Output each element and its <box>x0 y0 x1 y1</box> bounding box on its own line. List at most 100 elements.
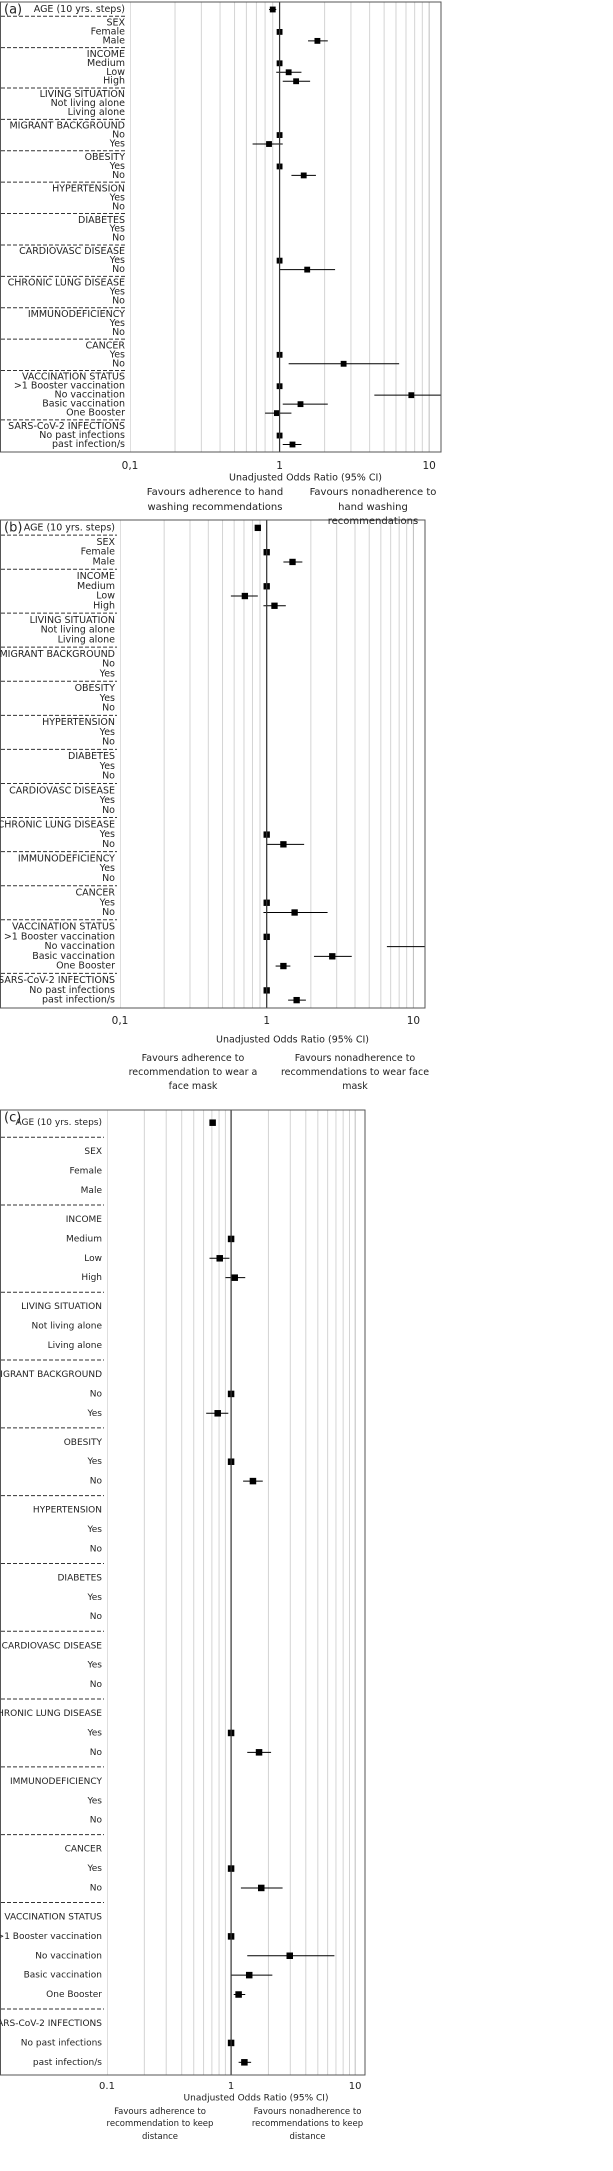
category-label: Living alone <box>48 1341 103 1351</box>
category-label: Not living alone <box>41 625 116 636</box>
category-label: No vaccination <box>54 390 125 401</box>
category-label: Yes <box>99 863 115 874</box>
category-label: Female <box>81 547 116 558</box>
category-label: Yes <box>109 192 125 203</box>
odds-ratio-marker <box>271 602 278 609</box>
category-label: One Booster <box>56 961 115 972</box>
category-label: Not living alone <box>32 1322 103 1332</box>
category-label: No <box>102 703 115 714</box>
odds-ratio-marker <box>245 1971 253 1979</box>
group-label: INCOME <box>66 1215 103 1225</box>
odds-ratio-marker <box>408 392 415 399</box>
odds-ratio-marker <box>280 841 287 848</box>
note-right: Favours nonadherence to hand washing rec… <box>309 487 437 527</box>
odds-ratio-marker <box>289 558 296 566</box>
x-tick-label: 0,1 <box>122 460 139 472</box>
group-label: OBESITY <box>85 152 126 163</box>
group-label: SEX <box>106 17 125 28</box>
odds-ratio-marker <box>280 962 287 970</box>
category-label: No <box>90 1477 103 1487</box>
category-label: Yes <box>86 1457 102 1467</box>
group-label: IMMUNODEFICIENCY <box>18 853 115 864</box>
category-label: One Booster <box>66 408 125 419</box>
group-label: CHRONIC LUNG DISEASE <box>8 278 125 289</box>
plot-area <box>107 1110 356 2075</box>
odds-ratio-marker <box>297 401 304 408</box>
category-label: High <box>103 76 125 87</box>
category-label: No <box>90 1748 103 1758</box>
group-label: AGE (10 yrs. steps) <box>34 4 125 15</box>
category-label: No <box>102 839 115 850</box>
odds-ratio-marker <box>291 909 298 916</box>
category-label: No past infections <box>29 985 115 996</box>
note-right: Favours nonadherence to recommendations … <box>280 1053 430 1092</box>
category-label: No vaccination <box>35 1951 102 1961</box>
x-tick-label: 10 <box>349 2081 362 2092</box>
category-label: Low <box>106 67 125 78</box>
category-label: No <box>102 805 115 816</box>
note-left: Favours adherence to hand washing recomm… <box>146 487 284 513</box>
category-label: High <box>93 600 115 611</box>
category-label: Yes <box>99 693 115 704</box>
group-label: CANCER <box>86 340 126 351</box>
category-label: Low <box>96 591 115 602</box>
x-tick-label: 10 <box>422 460 435 472</box>
category-label: No <box>90 1883 103 1893</box>
panel-label: (a) <box>4 3 22 18</box>
group-label: OBESITY <box>75 683 116 694</box>
x-tick-label: 0.1 <box>99 2081 115 2092</box>
odds-ratio-marker <box>216 1255 223 1262</box>
category-label: No <box>90 1612 103 1622</box>
x-tick-label: 10 <box>407 1015 420 1027</box>
category-label: Yes <box>109 255 125 266</box>
odds-ratio-marker <box>286 1952 294 1960</box>
note-left: Favours adherence to recommendation to w… <box>128 1053 258 1092</box>
category-label: Yes <box>99 897 115 908</box>
category-label: No <box>112 264 125 275</box>
category-label: No past infections <box>39 430 125 441</box>
category-label: Yes <box>86 1796 102 1806</box>
category-label: No <box>112 233 125 244</box>
group-label: MIGRANT BACKGROUND <box>9 121 125 132</box>
panel-label: (c) <box>4 1111 21 1126</box>
category-label: Medium <box>66 1234 102 1244</box>
group-label: IMMUNODEFICIENCY <box>10 1777 103 1787</box>
odds-ratio-marker <box>314 37 321 44</box>
category-label: No <box>102 659 115 670</box>
group-label: SARS-CoV-2 INFECTIONS <box>0 2019 102 2029</box>
group-label: INCOME <box>87 49 125 60</box>
category-label: No <box>112 358 125 369</box>
group-label: OBESITY <box>64 1438 103 1448</box>
group-label: LIVING SITUATION <box>21 1302 102 1312</box>
odds-ratio-marker <box>257 1884 265 1892</box>
odds-ratio-marker <box>209 1119 216 1126</box>
group-label: CARDIOVASC DISEASE <box>19 246 125 257</box>
category-label: Yes <box>86 1525 102 1535</box>
category-label: Female <box>69 1167 102 1177</box>
x-axis-label: Unadjusted Odds Ratio (95% CI) <box>229 473 382 484</box>
category-label: No <box>102 907 115 918</box>
group-label: IMMUNODEFICIENCY <box>28 309 125 320</box>
panel-frame <box>0 519 426 1009</box>
group-label: INCOME <box>77 571 115 582</box>
category-label: No past infections <box>21 2038 103 2048</box>
category-label: Yes <box>99 668 115 679</box>
plot-area <box>120 520 425 1008</box>
odds-ratio-marker <box>269 6 276 13</box>
category-label: Female <box>91 26 126 37</box>
odds-ratio-marker <box>241 2059 248 2066</box>
odds-ratio-marker <box>340 360 347 367</box>
category-label: Yes <box>109 139 125 150</box>
group-label: AGE (10 yrs. steps) <box>24 522 115 533</box>
panel-frame <box>0 1109 366 2076</box>
category-label: Yes <box>86 1409 102 1419</box>
odds-ratio-marker <box>254 524 261 532</box>
group-label: SEX <box>84 1147 102 1157</box>
note-right: Favours nonadherence to recommendations … <box>251 2107 364 2142</box>
category-label: Yes <box>99 829 115 840</box>
odds-ratio-marker <box>289 441 296 448</box>
group-label: DIABETES <box>68 751 115 762</box>
odds-ratio-marker <box>255 1749 263 1756</box>
group-label: DIABETES <box>58 1573 103 1583</box>
